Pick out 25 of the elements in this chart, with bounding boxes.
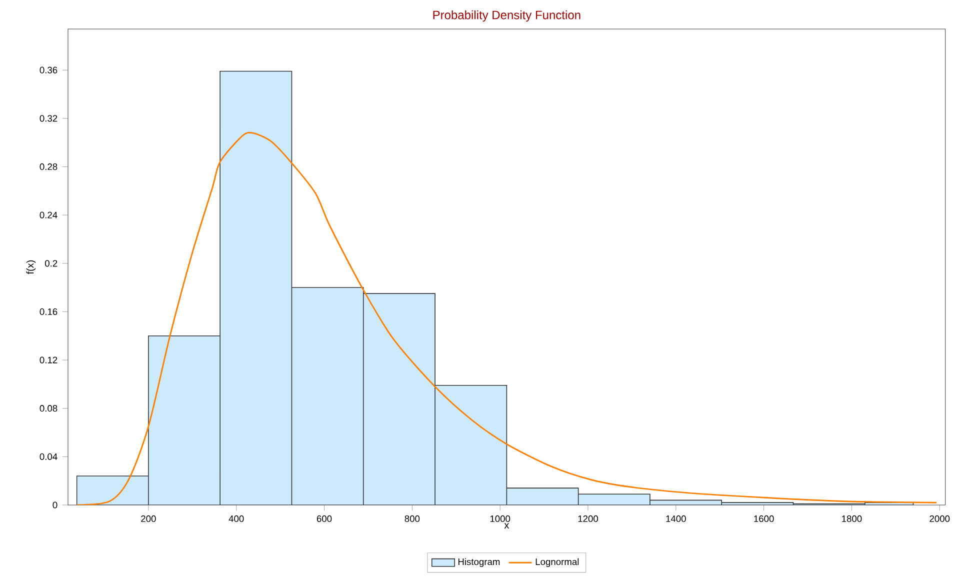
y-tick-label: 0.36 <box>40 66 58 74</box>
chart-title: Probability Density Function <box>433 10 580 22</box>
x-tick-label: 1200 <box>578 515 598 522</box>
x-tick-label: 800 <box>404 515 420 522</box>
x-tick-label: 1000 <box>490 515 510 522</box>
y-tick-label: 0.16 <box>40 308 58 315</box>
y-tick-label: 0.28 <box>40 163 58 170</box>
x-axis-title: x <box>504 523 510 528</box>
x-tick-label: 200 <box>141 515 156 522</box>
y-tick-label: 0 <box>52 502 58 508</box>
x-tick-label: 2000 <box>930 515 950 522</box>
x-tick-label: 1600 <box>754 515 774 522</box>
y-tick-label: 0.12 <box>40 356 58 364</box>
y-tick-label: 0.08 <box>40 405 58 412</box>
y-tick-label: 0.24 <box>40 212 58 218</box>
y-axis-title: f(x) <box>26 260 36 274</box>
legend-label: Histogram <box>458 558 500 567</box>
x-tick-label: 600 <box>316 515 332 522</box>
y-tick-label: 0.32 <box>40 115 58 122</box>
legend-label: Lognormal <box>536 558 579 567</box>
x-tick-label: 400 <box>228 515 244 522</box>
x-tick-label: 1800 <box>842 515 862 522</box>
y-tick-label: 0.2 <box>44 260 58 267</box>
x-tick-label: 1400 <box>666 515 686 522</box>
y-tick-label: 0.04 <box>40 453 58 460</box>
